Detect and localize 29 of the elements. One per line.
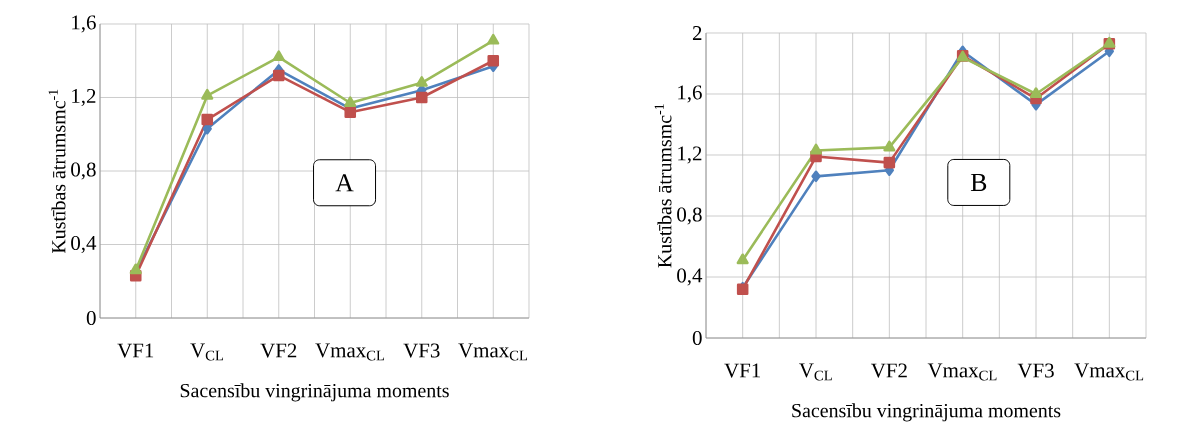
x-tick-label: VF3 bbox=[403, 343, 440, 358]
x-tick-label: Vmax$_{CL}$ bbox=[927, 363, 997, 381]
x-tick-label: VF3 bbox=[1017, 363, 1054, 378]
x-tick-label: Vmax$_{CL}$ bbox=[315, 343, 385, 361]
y-tick-label: 0,8 bbox=[71, 162, 96, 180]
annotation: A bbox=[335, 174, 354, 192]
y-axis-title: Kustības ātrumsmc$^{-1}$ bbox=[48, 89, 66, 254]
x-tick-label: VF1 bbox=[117, 343, 154, 358]
x-tick-label: VF2 bbox=[870, 363, 907, 378]
y-tick-label: 1,6 bbox=[72, 15, 96, 33]
y-tick-label: 0,4 bbox=[71, 235, 97, 254]
x-tick-label: V$_{CL}$ bbox=[799, 363, 832, 381]
x-tick-label: Vmax$_{CL}$ bbox=[1074, 363, 1144, 381]
y-tick-label: 0 bbox=[86, 310, 96, 326]
y-tick-label: 1,2 bbox=[72, 88, 96, 107]
y-tick-label: 0 bbox=[692, 330, 702, 346]
y-tick-label: 0,8 bbox=[677, 207, 702, 225]
x-tick-label: VF2 bbox=[260, 343, 297, 358]
y-tick-label: 2 bbox=[692, 26, 702, 40]
y-tick-label: 1,2 bbox=[678, 146, 702, 164]
x-axis-title: Sacensību vingrinājuma moments bbox=[792, 403, 1061, 422]
y-tick-label: 0,4 bbox=[677, 268, 703, 286]
x-axis-title: Sacensību vingrinājuma moments bbox=[180, 383, 449, 402]
y-tick-label: 1,6 bbox=[678, 85, 702, 103]
x-tick-label: Vmax$_{CL}$ bbox=[458, 343, 528, 361]
y-axis-title: Kustības ātrumsmc$^{-1}$ bbox=[654, 104, 672, 268]
x-tick-label: VF1 bbox=[724, 363, 761, 378]
x-tick-label: V$_{CL}$ bbox=[190, 343, 224, 361]
annotation: B bbox=[970, 173, 987, 191]
